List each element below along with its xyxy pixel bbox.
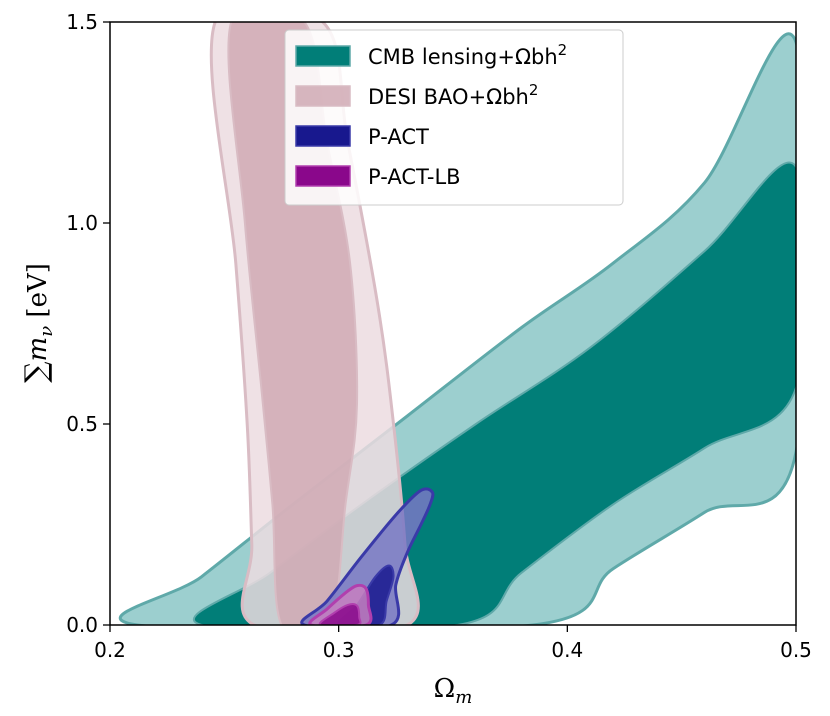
legend-swatch-cmb-lensing-bh (295, 45, 351, 67)
y-tick-label: 1.0 (66, 211, 98, 235)
y-tick-label: 1.5 (66, 10, 98, 34)
contour-outer-p-act (300, 487, 435, 625)
legend-swatch-desi-bao-bh (295, 85, 351, 107)
legend-box (284, 29, 624, 206)
x-tick-label: 0.3 (323, 638, 355, 662)
x-tick-label: 0.4 (551, 638, 583, 662)
svg-text:∑mν [eV]: ∑mν [eV] (19, 263, 57, 383)
y-axis-label: ∑mν [eV] (19, 263, 57, 383)
contour-inner-p-act-lb (318, 603, 362, 625)
legend-label-p-act: P-ACT (368, 125, 429, 149)
legend-label-desi-bao-bh: DESI BAO+Ωbh2 (368, 81, 538, 109)
legend-label-p-act-lb: P-ACT-LB (368, 165, 461, 189)
legend-label-cmb-lensing-bh: CMB lensing+Ωbh2 (368, 41, 567, 69)
y-tick-label: 0.0 (66, 613, 98, 637)
x-tick-label: 0.5 (780, 638, 812, 662)
x-axis-label: Ωm (434, 674, 473, 708)
plot-frame (109, 21, 797, 626)
legend-swatch-p-act (295, 125, 351, 147)
legend: CMB lensing+Ωbh2 DESI BAO+Ωbh2 P-ACT P-ACT-… (284, 29, 624, 206)
legend-swatch-p-act-lb (295, 165, 351, 187)
axis-ticks: 0.2 0.3 0.4 0.5 0.0 0.5 1.0 1.5 (66, 10, 812, 662)
x-tick-label: 0.2 (94, 638, 126, 662)
contour-regions (118, 22, 796, 625)
y-tick-label: 0.5 (66, 412, 98, 436)
